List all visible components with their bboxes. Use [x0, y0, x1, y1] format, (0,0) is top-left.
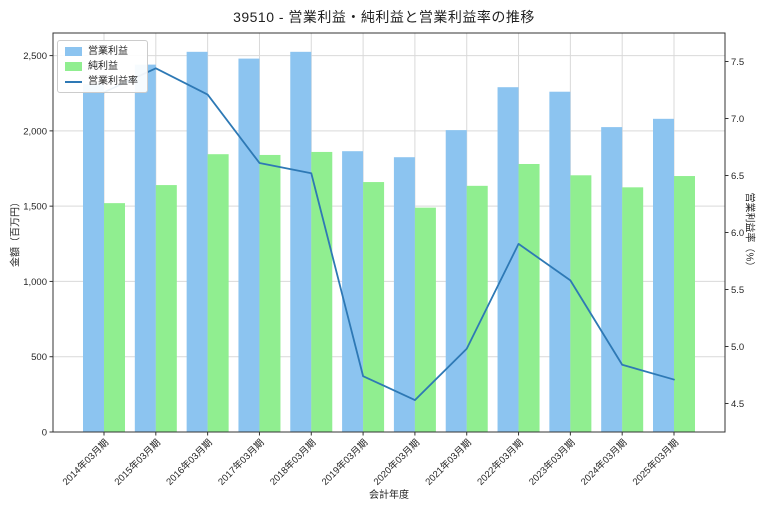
line	[103, 67, 675, 401]
y-axis-label-right: 営業利益率（%）	[743, 192, 755, 272]
bar	[497, 87, 519, 433]
x-tick-label: 2015年03月期	[112, 437, 163, 488]
bar	[570, 175, 592, 432]
y-tick-label-left: 1,500	[23, 202, 47, 213]
y-tick-label-right: 7.0	[731, 114, 744, 125]
x-tick-label: 2016年03月期	[164, 437, 215, 488]
bar	[363, 182, 385, 432]
bar	[290, 51, 312, 433]
y-tick-label-right: 5.5	[731, 285, 744, 296]
x-tick-label: 2024年03月期	[578, 437, 629, 488]
y-tick-label-right: 4.5	[731, 399, 744, 410]
y-tick-label-left: 500	[31, 352, 47, 363]
bar	[674, 176, 695, 432]
x-tick-label: 2014年03月期	[60, 437, 111, 488]
y-tick-label-right: 6.5	[731, 171, 744, 182]
y-tick-label-left: 1,000	[23, 277, 47, 288]
bar	[311, 151, 333, 432]
x-tick-label: 2021年03月期	[423, 437, 474, 488]
legend-label: 営業利益	[88, 46, 128, 57]
bar	[259, 154, 281, 432]
legend: 営業利益 純利益 営業利益率	[57, 40, 148, 93]
legend-item-net-profit: 純利益	[65, 61, 138, 72]
bar	[104, 203, 125, 432]
bar	[601, 127, 623, 433]
bar	[83, 84, 104, 433]
x-tick-label: 2023年03月期	[526, 437, 577, 488]
bar	[393, 157, 415, 432]
legend-item-operating-margin: 営業利益率	[65, 76, 138, 87]
bar	[445, 130, 467, 432]
bar	[518, 163, 540, 433]
y-axis-label-left: 金額（百万円）	[10, 197, 22, 267]
y-tick-label-left: 2,000	[23, 126, 47, 137]
x-tick-label: 2020年03月期	[371, 437, 422, 488]
legend-swatch-operating-profit	[65, 47, 82, 56]
bar	[186, 51, 208, 433]
bar	[238, 58, 260, 433]
legend-label: 営業利益率	[88, 76, 138, 87]
bar	[342, 151, 364, 432]
legend-swatch-operating-margin	[65, 80, 82, 83]
y-tick-label-right: 6.0	[731, 228, 744, 239]
legend-item-operating-profit: 営業利益	[65, 46, 138, 57]
bar	[414, 207, 436, 432]
x-tick-label: 2019年03月期	[319, 437, 370, 488]
chart-title: 39510 - 営業利益・純利益と営業利益率の推移	[233, 9, 535, 25]
bar	[549, 91, 571, 432]
x-tick-label: 2022年03月期	[475, 437, 526, 488]
bar	[155, 185, 177, 432]
x-axis-label: 会計年度	[369, 490, 409, 501]
y-tick-label-right: 5.0	[731, 342, 744, 353]
y-tick-label-right: 7.5	[731, 57, 744, 68]
bar	[134, 64, 156, 432]
legend-label: 純利益	[88, 61, 118, 72]
bar	[622, 187, 644, 432]
bar	[207, 154, 229, 432]
bar	[653, 118, 674, 433]
x-tick-label: 2018年03月期	[267, 437, 318, 488]
x-tick-label: 2025年03月期	[630, 437, 681, 488]
x-tick-label: 2017年03月期	[216, 437, 267, 488]
y-tick-label-left: 2,500	[23, 51, 47, 62]
bar	[466, 185, 488, 432]
legend-swatch-net-profit	[65, 62, 82, 71]
y-tick-label-left: 0	[42, 428, 47, 439]
